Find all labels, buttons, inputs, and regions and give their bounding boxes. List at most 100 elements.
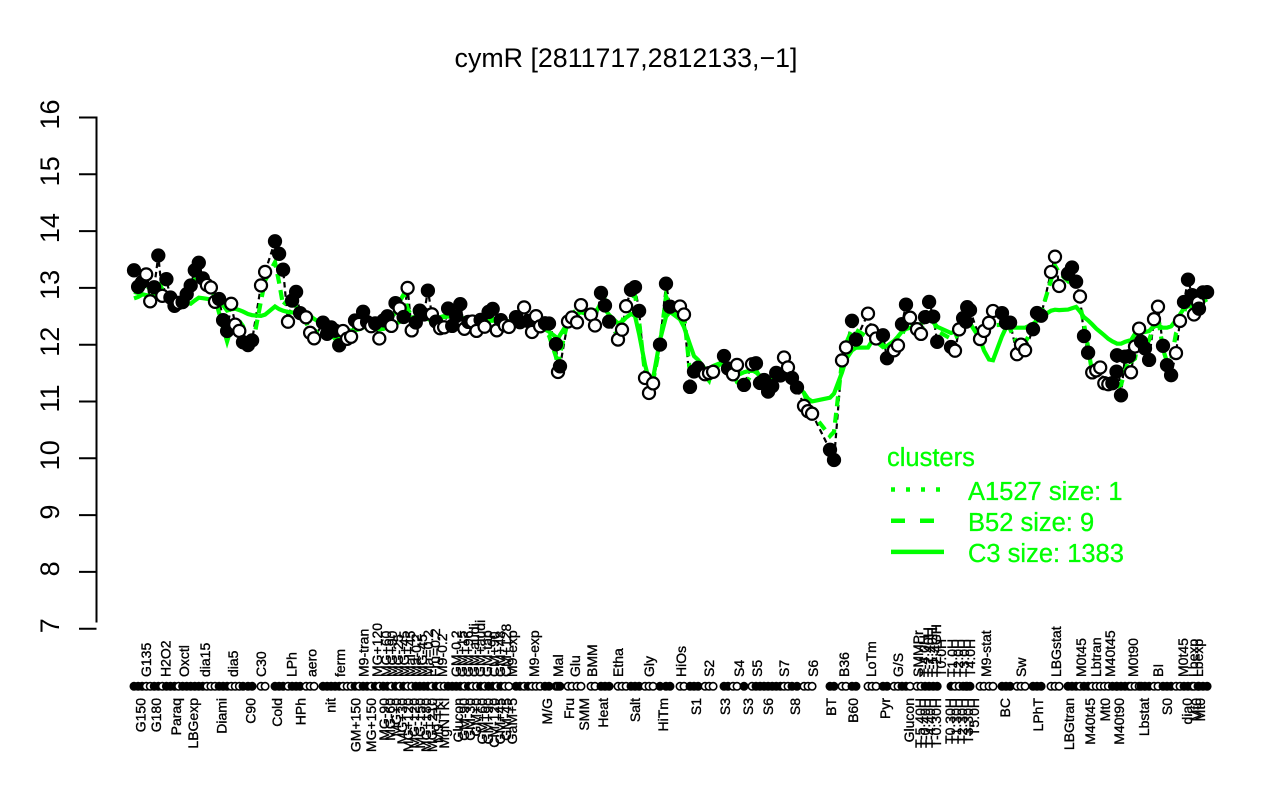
svg-text:T-5.40H: T-5.40H <box>912 698 928 748</box>
svg-text:BC: BC <box>997 698 1013 717</box>
svg-text:Salt: Salt <box>627 698 643 722</box>
svg-text:MG+0: MG+0 <box>388 698 404 737</box>
svg-text:S5: S5 <box>749 660 765 677</box>
svg-text:T2.0H: T2.0H <box>950 639 966 677</box>
svg-text:T-2.40H: T-2.40H <box>920 627 936 677</box>
svg-text:T1.0H: T1.0H <box>944 639 960 677</box>
svg-text:GM+60: GM+60 <box>474 698 490 745</box>
svg-text:BI: BI <box>1150 664 1166 677</box>
svg-text:M40t45: M40t45 <box>1102 630 1118 677</box>
svg-text:Etha: Etha <box>610 648 626 677</box>
svg-text:MG+45: MG+45 <box>396 630 412 677</box>
svg-text:ferm: ferm <box>332 649 348 677</box>
svg-text:Mal+45: Mal+45 <box>402 630 418 677</box>
svg-text:GM-90: GM-90 <box>456 698 472 741</box>
svg-text:BT: BT <box>823 698 839 716</box>
svg-text:Glu: Glu <box>567 655 583 677</box>
svg-text:H2O2: H2O2 <box>157 640 173 677</box>
svg-text:B60: B60 <box>845 698 861 723</box>
svg-text:GM+15: GM+15 <box>454 630 470 677</box>
svg-text:8: 8 <box>35 561 65 576</box>
svg-text:HiOs: HiOs <box>673 646 689 677</box>
svg-text:Oxctl: Oxctl <box>176 645 192 677</box>
svg-text:Sw: Sw <box>1013 657 1029 677</box>
svg-text:BMM: BMM <box>584 644 600 677</box>
svg-text:GM-audi: GM-audi <box>466 623 482 677</box>
svg-text:T0.0H: T0.0H <box>933 639 949 677</box>
svg-text:T-4.0H: T-4.0H <box>916 635 932 677</box>
svg-text:MG+90: MG+90 <box>384 630 400 677</box>
svg-text:GM-45: GM-45 <box>498 698 514 741</box>
svg-text:MG+30: MG+30 <box>394 698 410 745</box>
svg-text:M40t45: M40t45 <box>1082 698 1098 745</box>
svg-text:Pyr: Pyr <box>877 698 893 719</box>
svg-text:Lbstat: Lbstat <box>1136 698 1152 736</box>
svg-text:G/S: G/S <box>890 653 906 677</box>
svg-text:T-1.40H: T-1.40H <box>924 627 940 677</box>
svg-text:Lbexp: Lbexp <box>1190 639 1206 677</box>
svg-text:S6: S6 <box>760 698 776 715</box>
svg-text:Lbexp: Lbexp <box>1185 639 1201 677</box>
svg-text:MG+180: MG+180 <box>418 698 434 752</box>
svg-text:SMMPr: SMMPr <box>910 630 926 677</box>
svg-text:Lbtran: Lbtran <box>1088 637 1104 677</box>
svg-text:S8: S8 <box>787 698 803 715</box>
svg-text:MG+150: MG+150 <box>363 698 379 752</box>
svg-text:M9-exp: M9-exp <box>526 630 542 677</box>
svg-text:14: 14 <box>35 213 65 243</box>
svg-text:MG-45: MG-45 <box>414 634 430 677</box>
svg-text:T4.0H: T4.0H <box>962 639 978 677</box>
svg-text:S6: S6 <box>805 660 821 677</box>
svg-text:GM-tap: GM-tap <box>479 630 495 677</box>
svg-text:MG+210: MG+210 <box>424 698 440 752</box>
svg-text:Mt0: Mt0 <box>1188 698 1204 722</box>
svg-text:10: 10 <box>35 440 65 470</box>
svg-text:GM-0.2: GM-0.2 <box>448 630 464 677</box>
svg-text:Fru: Fru <box>561 698 577 719</box>
svg-text:S0: S0 <box>1159 698 1175 715</box>
svg-text:aero: aero <box>303 649 319 677</box>
svg-text:S3: S3 <box>740 698 756 715</box>
svg-text:dia15: dia15 <box>197 643 213 677</box>
svg-text:SMM: SMM <box>576 698 592 731</box>
svg-text:Mal: Mal <box>550 654 566 677</box>
svg-text:GM-30: GM-30 <box>462 698 478 741</box>
svg-text:T5.0H: T5.0H <box>966 698 982 736</box>
svg-text:T1.30H: T1.30H <box>948 698 964 744</box>
svg-text:LoTm: LoTm <box>863 641 879 677</box>
svg-text:M/G: M/G <box>539 698 555 724</box>
svg-text:7: 7 <box>35 618 65 633</box>
svg-text:MG-25: MG-25 <box>390 634 406 677</box>
svg-text:LBGtran: LBGtran <box>1061 698 1077 750</box>
svg-text:S7: S7 <box>776 660 792 677</box>
svg-text:T3.30H: T3.30H <box>960 698 976 744</box>
svg-text:M9-stat: M9-stat <box>978 630 994 677</box>
svg-text:M9-0.2: M9-0.2 <box>434 633 450 677</box>
svg-text:G135: G135 <box>138 643 154 677</box>
svg-text:Fru=0.2: Fru=0.2 <box>427 628 443 677</box>
svg-text:GM+90: GM+90 <box>480 698 496 745</box>
svg-text:M40t90: M40t90 <box>1111 698 1127 745</box>
svg-text:T-0.40H: T-0.40H <box>917 698 933 748</box>
svg-text:11: 11 <box>35 384 65 412</box>
svg-text:Glucon: Glucon <box>901 698 917 742</box>
svg-text:B36: B36 <box>836 652 852 677</box>
svg-text:T3.0H: T3.0H <box>956 639 972 677</box>
svg-text:GM+150: GM+150 <box>348 698 364 752</box>
svg-text:LPhT: LPhT <box>1030 698 1046 732</box>
svg-text:LPh: LPh <box>283 652 299 677</box>
svg-text:GM+0: GM+0 <box>468 698 484 737</box>
svg-text:Diami: Diami <box>214 698 230 734</box>
svg-text:MG+120: MG+120 <box>369 623 385 677</box>
svg-text:A1527 size: 1: A1527 size: 1 <box>968 478 1123 506</box>
svg-text:Mt0: Mt0 <box>1097 698 1113 722</box>
svg-text:M9-exp: M9-exp <box>504 630 520 677</box>
svg-text:M0t45: M0t45 <box>1175 638 1191 677</box>
svg-text:CM-120: CM-120 <box>486 698 502 748</box>
svg-text:Glucon: Glucon <box>450 698 466 742</box>
svg-text:S4: S4 <box>731 660 747 677</box>
svg-text:T-2.4GH: T-2.4GH <box>928 624 944 677</box>
svg-text:LBGstat: LBGstat <box>1048 626 1064 677</box>
svg-text:HPh: HPh <box>293 698 309 725</box>
svg-text:G180: G180 <box>148 698 164 732</box>
